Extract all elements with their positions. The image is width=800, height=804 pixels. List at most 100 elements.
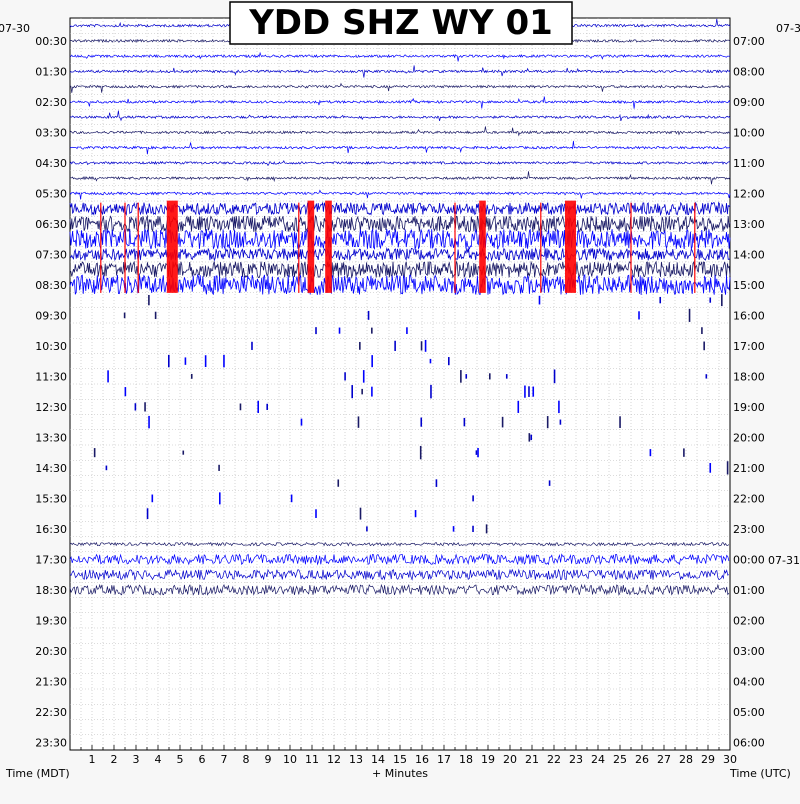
right-time-label: 09:00 <box>733 96 765 109</box>
right-time-label: 06:00 <box>733 736 765 749</box>
seismic-trace <box>69 110 731 122</box>
left-time-label: 19:30 <box>35 614 67 627</box>
seismic-trace <box>69 140 731 155</box>
left-time-label: 00:30 <box>35 35 67 48</box>
x-tick-label: 23 <box>569 753 583 766</box>
title-box <box>229 1 573 45</box>
seismic-trace <box>69 96 731 109</box>
right-time-label: 16:00 <box>733 309 765 322</box>
right-time-label: 12:00 <box>733 187 765 200</box>
seismic-trace <box>69 201 731 217</box>
x-tick-label: 30 <box>723 753 737 766</box>
x-tick-label: 13 <box>349 753 363 766</box>
right-next-date-label: 07-31 <box>768 554 800 567</box>
right-time-label: 13:00 <box>733 218 765 231</box>
x-tick-label: 1 <box>89 753 96 766</box>
seismic-trace <box>69 171 731 185</box>
right-time-label: 04:00 <box>733 675 765 688</box>
left-time-label: 03:30 <box>35 126 67 139</box>
x-tick-label: 22 <box>547 753 561 766</box>
left-time-label: 04:30 <box>35 157 67 170</box>
left-time-label: 23:30 <box>35 736 67 749</box>
right-time-label: 21:00 <box>733 462 765 475</box>
clipped-burst <box>565 200 576 293</box>
left-time-label: 18:30 <box>35 584 67 597</box>
right-time-label: 03:00 <box>733 645 765 658</box>
x-tick-label: 24 <box>591 753 605 766</box>
seismic-trace <box>69 214 731 233</box>
right-time-label: 19:00 <box>733 401 765 414</box>
x-tick-label: 25 <box>613 753 627 766</box>
seismic-trace <box>69 553 730 566</box>
x-tick-label: 8 <box>243 753 250 766</box>
x-tick-label: 17 <box>437 753 451 766</box>
x-tick-label: 14 <box>371 753 385 766</box>
x-tick-label: 3 <box>133 753 140 766</box>
left-time-label: 17:30 <box>35 553 67 566</box>
right-time-label: 11:00 <box>733 157 765 170</box>
x-axis-label-right: Time (UTC) <box>729 767 791 780</box>
left-time-label: 08:30 <box>35 279 67 292</box>
right-time-label: 20:00 <box>733 431 765 444</box>
left-time-label: 20:30 <box>35 645 67 658</box>
clipped-burst <box>166 200 178 293</box>
x-axis-label: + Minutes <box>372 767 428 780</box>
left-time-label: 21:30 <box>35 675 67 688</box>
right-time-label: 00:00 <box>733 553 765 566</box>
x-axis-label-left: Time (MDT) <box>5 767 70 780</box>
left-time-label: 09:30 <box>35 309 67 322</box>
x-tick-label: 5 <box>177 753 184 766</box>
x-tick-label: 11 <box>305 753 319 766</box>
x-tick-label: 26 <box>635 753 649 766</box>
x-tick-label: 18 <box>459 753 473 766</box>
left-time-label: 13:30 <box>35 431 67 444</box>
seismic-trace <box>69 189 731 200</box>
left-date-label: 07-30 <box>0 22 30 35</box>
seismic-trace <box>69 82 731 93</box>
left-time-label: 14:30 <box>35 462 67 475</box>
chart-title: YDD SHZ WY 01 <box>248 3 553 43</box>
x-tick-label: 20 <box>503 753 517 766</box>
right-date-label: 07-30 <box>776 22 800 35</box>
x-tick-label: 16 <box>415 753 429 766</box>
right-time-label: 22:00 <box>733 492 765 505</box>
clipped-burst <box>307 200 315 293</box>
right-time-label: 01:00 <box>733 584 765 597</box>
right-time-label: 10:00 <box>733 126 765 139</box>
clipped-burst <box>325 200 332 293</box>
left-time-label: 07:30 <box>35 248 67 261</box>
seismic-trace <box>69 583 730 596</box>
right-time-label: 23:00 <box>733 523 765 536</box>
left-time-label: 22:30 <box>35 706 67 719</box>
right-time-label: 14:00 <box>733 248 765 261</box>
seismic-trace <box>69 228 731 251</box>
x-tick-label: 15 <box>393 753 407 766</box>
left-time-label: 06:30 <box>35 218 67 231</box>
x-tick-label: 2 <box>111 753 118 766</box>
seismic-trace <box>69 51 731 62</box>
seismic-trace <box>69 160 731 167</box>
x-tick-label: 28 <box>679 753 693 766</box>
right-time-label: 05:00 <box>733 706 765 719</box>
left-time-label: 10:30 <box>35 340 67 353</box>
left-time-label: 12:30 <box>35 401 67 414</box>
left-time-label: 02:30 <box>35 96 67 109</box>
seismic-trace <box>69 273 731 296</box>
seismic-trace <box>69 568 730 581</box>
right-time-label: 02:00 <box>733 614 765 627</box>
clipped-burst <box>479 200 486 293</box>
x-tick-label: 4 <box>155 753 162 766</box>
seismic-trace <box>69 126 731 137</box>
x-tick-label: 9 <box>265 753 272 766</box>
left-time-label: 11:30 <box>35 370 67 383</box>
seismic-trace <box>69 260 731 279</box>
right-time-label: 18:00 <box>733 370 765 383</box>
right-time-label: 07:00 <box>733 35 765 48</box>
left-time-label: 01:30 <box>35 65 67 78</box>
seismic-trace <box>69 65 731 78</box>
right-time-label: 15:00 <box>733 279 765 292</box>
right-time-label: 17:00 <box>733 340 765 353</box>
seismic-trace <box>69 246 731 262</box>
